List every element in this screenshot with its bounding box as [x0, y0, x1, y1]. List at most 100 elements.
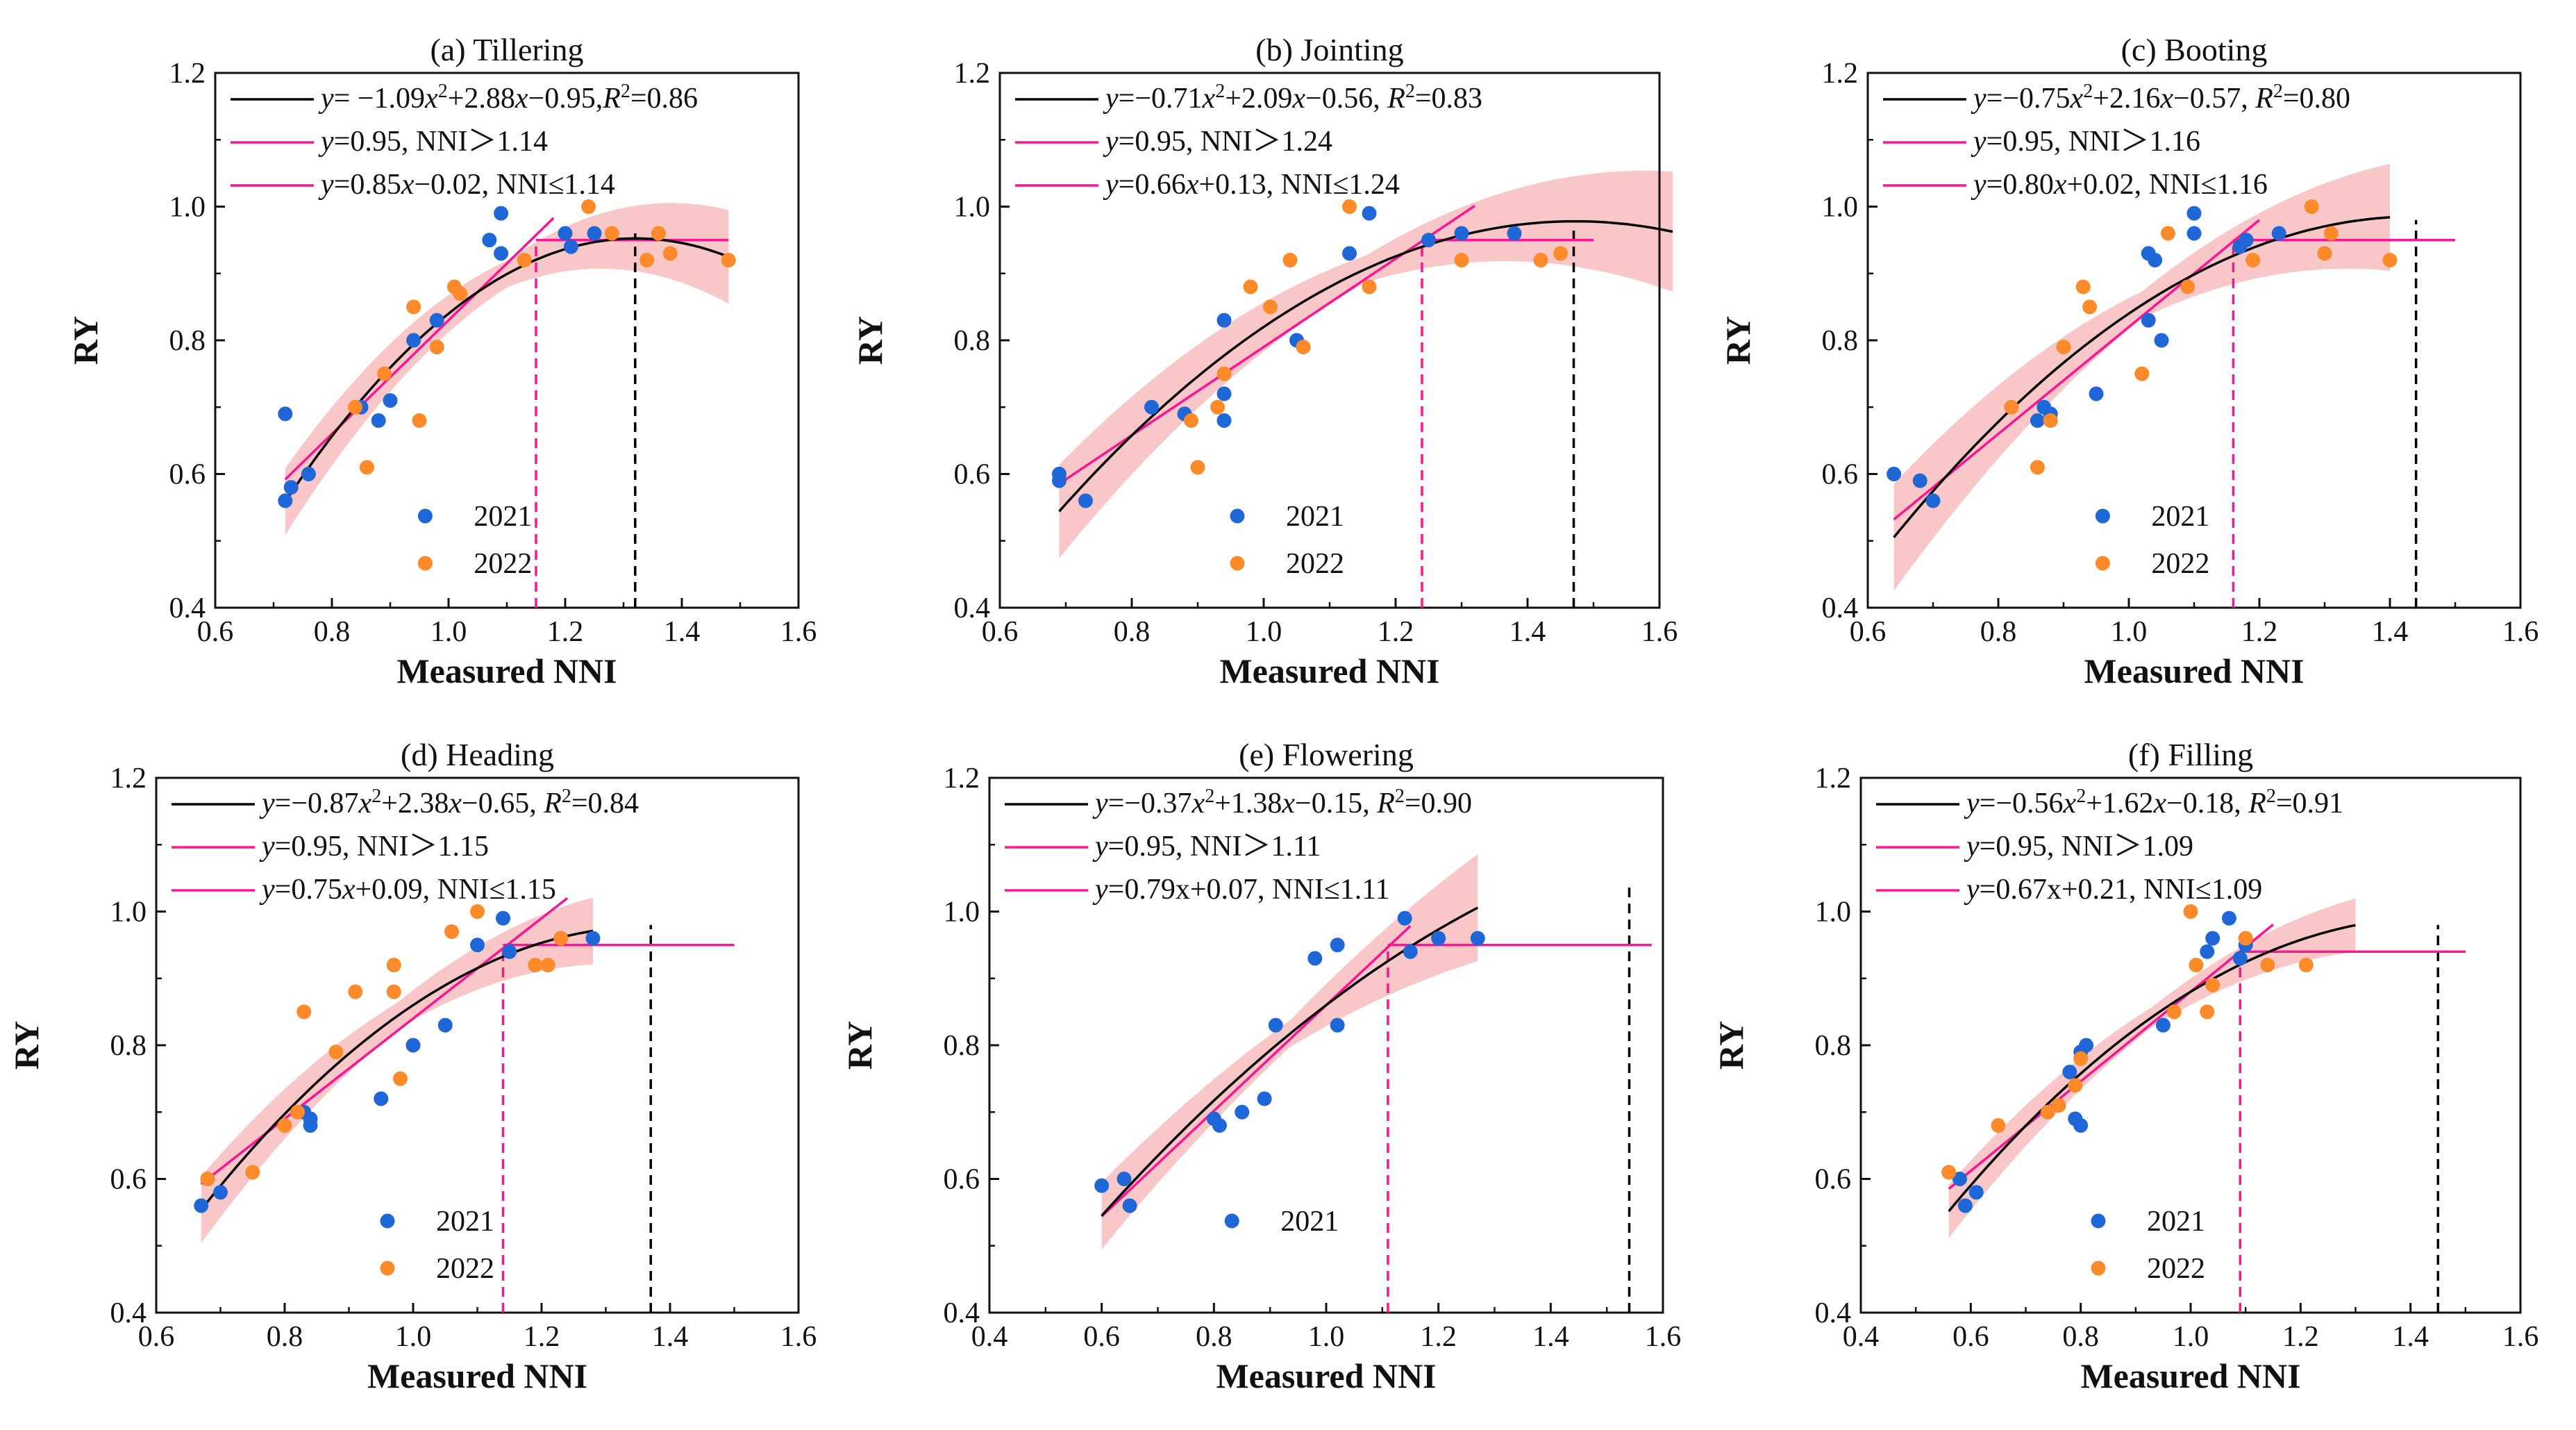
- data-point-2022: [2073, 1051, 2089, 1066]
- y-tick-label: 1.0: [110, 897, 147, 929]
- legend-marker-2022: [2095, 556, 2110, 571]
- equation-part: =−0.56: [1980, 788, 2064, 820]
- data-point-2021: [383, 393, 398, 408]
- data-point-2021: [2232, 951, 2248, 966]
- equation-part: x: [2053, 169, 2067, 201]
- x-tick-label: 0.6: [138, 1321, 175, 1353]
- x-tick-label: 0.6: [1850, 616, 1887, 648]
- equation-part: =0.95, NNI＞1.24: [1119, 126, 1332, 158]
- equation-part: R: [543, 788, 562, 820]
- data-point-2021: [406, 333, 421, 348]
- equation-part: −0.57,: [2173, 83, 2255, 115]
- equation-part: −0.95,: [528, 83, 603, 115]
- equation-part: x: [401, 169, 415, 201]
- equation-part: x: [1281, 788, 1295, 820]
- data-point-2021: [278, 493, 293, 508]
- data-point-2022: [517, 253, 532, 267]
- x-tick-label: 1.6: [1645, 1321, 1682, 1353]
- equation-part: 2: [371, 785, 381, 807]
- x-tick-label: 1.6: [1641, 616, 1678, 648]
- equation-part: y: [1092, 788, 1108, 820]
- equation-part: +0.02, NNI≤1.16: [2067, 169, 2268, 201]
- x-tick-label: 0.8: [1980, 616, 2017, 648]
- legend-label-2021: 2021: [474, 501, 532, 533]
- x-tick-label: 1.0: [395, 1321, 432, 1353]
- data-point-2021: [502, 944, 517, 959]
- legend-marker-2021: [2091, 1213, 2106, 1229]
- x-tick-label: 0.6: [1952, 1321, 1989, 1353]
- quadratic-fit-curve: [200, 929, 594, 1211]
- data-point-2021: [437, 1017, 453, 1033]
- equation-part: R: [2255, 83, 2273, 115]
- equation-part: x: [358, 788, 372, 820]
- equation-part: +0.09, NNI≤1.15: [356, 874, 556, 906]
- y-tick-label: 0.4: [944, 1297, 980, 1329]
- data-point-2022: [604, 226, 619, 241]
- x-tick-label: 1.4: [1509, 616, 1546, 648]
- data-point-2022: [444, 924, 459, 939]
- data-point-2022: [429, 340, 444, 355]
- y-tick-label: 0.6: [1822, 459, 1859, 491]
- data-point-2022: [1941, 1165, 1957, 1180]
- y-tick-label: 1.2: [1822, 58, 1859, 90]
- x-tick-label: 1.0: [2111, 616, 2148, 648]
- equation-part: =0.66: [1119, 169, 1186, 201]
- linear-segment: [1893, 219, 2261, 521]
- equation-part: = −1.09: [334, 83, 425, 115]
- equation-part: =0.86: [630, 83, 698, 115]
- data-point-2021: [374, 1091, 389, 1106]
- equation-part: x: [2070, 83, 2084, 115]
- equation-part: =0.75: [275, 874, 342, 906]
- data-point-2021: [1912, 473, 1927, 488]
- equation-part: y: [1103, 169, 1119, 201]
- data-point-2021: [470, 938, 485, 953]
- y-tick-label: 0.4: [1822, 592, 1859, 624]
- panel-d: 0.6 0.8 1.0 1.2 1.4 1.60.40.60.81.01.2(d) Hea…: [7, 737, 817, 1395]
- data-point-2022: [386, 958, 401, 972]
- data-point-2022: [2051, 1098, 2066, 1113]
- equation-text: y=0.79x+0.07, NNI≤1.11: [1092, 874, 1390, 906]
- data-point-2021: [1470, 931, 1485, 946]
- data-point-2022: [2082, 299, 2098, 315]
- data-point-2022: [1243, 279, 1258, 294]
- data-point-2022: [2245, 253, 2261, 267]
- x-tick-label: 1.2: [524, 1321, 560, 1353]
- equation-text: y= −1.09x2+2.88x−0.95,R2=0.86: [318, 81, 698, 115]
- data-point-2022: [1184, 413, 1198, 428]
- equation-part: y: [1971, 83, 1987, 115]
- y-tick-label: 0.8: [954, 325, 991, 357]
- panel-b: 0.6 0.8 1.0 1.2 1.4 1.60.40.60.81.01.2(b) Joi…: [851, 32, 1678, 690]
- equation-part: =0.84: [571, 788, 639, 820]
- data-point-2021: [1925, 493, 1941, 508]
- equation-part: −0.18,: [2166, 788, 2248, 820]
- x-tick-label: 1.6: [2502, 1321, 2539, 1353]
- equation-part: 2: [621, 81, 630, 102]
- equation-text: y=−0.37x2+1.38x−0.15, R2=0.90: [1092, 785, 1472, 820]
- data-point-2022: [553, 931, 569, 946]
- equation-part: =0.90: [1405, 788, 1472, 820]
- data-point-2021: [2205, 931, 2220, 946]
- equation-text: y=0.85x−0.02, NNI≤1.14: [318, 169, 615, 201]
- equation-part: 2: [1215, 81, 1225, 102]
- equation-part: =0.83: [1415, 83, 1482, 115]
- equation-part: =0.95, NNI＞1.11: [1108, 831, 1321, 863]
- data-point-2021: [1957, 1198, 1973, 1213]
- data-point-2021: [2030, 413, 2045, 428]
- data-point-2021: [1052, 473, 1067, 488]
- equation-part: y: [1103, 83, 1119, 115]
- data-point-2021: [494, 206, 509, 221]
- panel-a: 0.6 0.8 1.0 1.2 1.4 1.60.40.60.81.01.2(a) Til…: [66, 32, 817, 690]
- data-point-2022: [470, 904, 485, 919]
- x-tick-label: 1.4: [1532, 1321, 1569, 1353]
- data-point-2021: [2239, 233, 2254, 248]
- x-tick-label: 0.6: [982, 616, 1019, 648]
- panel-title: (d) Heading: [401, 737, 554, 772]
- confidence-band: [1893, 163, 2390, 591]
- data-point-2021: [1952, 1172, 1967, 1186]
- data-point-2022: [2317, 246, 2332, 261]
- y-tick-label: 1.0: [1822, 192, 1859, 224]
- equation-part: y: [1964, 874, 1980, 906]
- equation-text: y=0.95, NNI＞1.09: [1964, 831, 2193, 863]
- x-tick-label: 1.4: [2372, 616, 2409, 648]
